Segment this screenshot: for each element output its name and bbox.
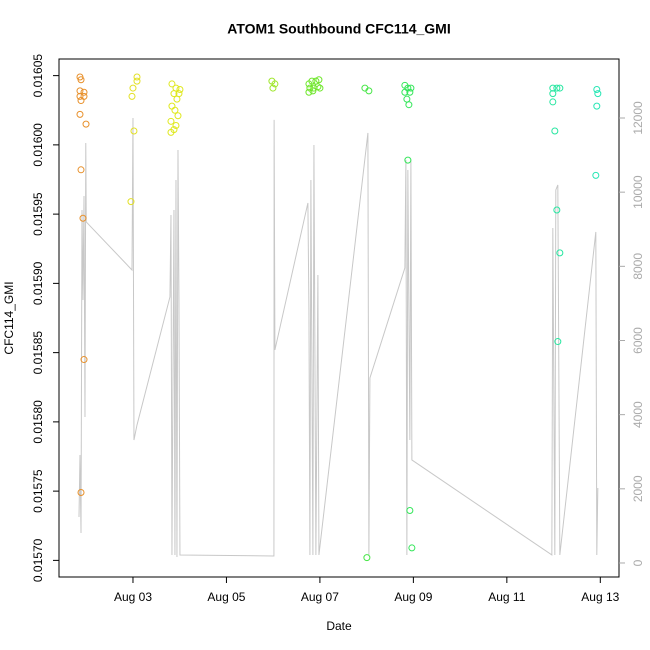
point bbox=[269, 84, 277, 92]
altitude-line bbox=[78, 117, 599, 557]
point bbox=[129, 84, 137, 92]
point bbox=[406, 507, 414, 515]
y2-tick-label: 0 bbox=[631, 559, 645, 566]
x-axis-label: Date bbox=[326, 619, 352, 633]
point bbox=[82, 120, 90, 128]
point bbox=[407, 84, 415, 92]
x-tick-label: Aug 03 bbox=[114, 590, 152, 604]
x-tick-label: Aug 05 bbox=[207, 590, 245, 604]
y-tick-label: 0.01580 bbox=[31, 400, 45, 444]
point bbox=[408, 544, 416, 552]
point bbox=[308, 77, 316, 85]
point bbox=[130, 127, 138, 135]
point bbox=[305, 88, 313, 96]
point bbox=[271, 80, 279, 88]
point bbox=[172, 121, 180, 129]
point bbox=[556, 249, 564, 257]
chart-title: ATOM1 Southbound CFC114_GMI bbox=[227, 21, 451, 37]
y-tick-label: 0.01570 bbox=[31, 538, 45, 582]
y-tick-label: 0.01590 bbox=[31, 261, 45, 305]
point bbox=[77, 166, 85, 174]
x-tick-label: Aug 07 bbox=[301, 590, 339, 604]
point bbox=[80, 356, 88, 364]
point bbox=[80, 88, 88, 96]
point bbox=[593, 85, 601, 93]
y-tick-label: 0.01605 bbox=[31, 54, 45, 98]
point bbox=[593, 102, 601, 110]
point bbox=[549, 98, 557, 106]
point bbox=[77, 97, 85, 105]
point bbox=[170, 90, 178, 98]
y-tick-label: 0.01585 bbox=[31, 331, 45, 375]
point bbox=[315, 76, 323, 84]
point bbox=[556, 84, 564, 92]
point bbox=[553, 206, 561, 214]
y2-tick-label: 10000 bbox=[631, 175, 645, 209]
point bbox=[404, 156, 412, 164]
point bbox=[314, 83, 322, 91]
point bbox=[406, 88, 414, 96]
y2-tick-label: 2000 bbox=[631, 475, 645, 502]
point bbox=[594, 90, 602, 98]
point bbox=[76, 92, 84, 100]
point bbox=[127, 198, 135, 206]
point bbox=[365, 87, 373, 95]
point bbox=[168, 80, 176, 88]
point bbox=[554, 338, 562, 346]
point bbox=[171, 106, 179, 114]
y-axis-label: CFC114_GMI bbox=[2, 281, 16, 354]
point bbox=[128, 92, 136, 100]
point bbox=[363, 554, 371, 562]
point bbox=[551, 127, 559, 135]
point bbox=[167, 117, 175, 125]
point bbox=[405, 101, 413, 109]
y-tick-label: 0.01595 bbox=[31, 192, 45, 236]
y2-tick-label: 4000 bbox=[631, 401, 645, 428]
y2-tick-label: 12000 bbox=[631, 101, 645, 135]
point bbox=[592, 171, 600, 179]
point bbox=[401, 88, 409, 96]
point bbox=[77, 489, 85, 497]
x-tick-label: Aug 09 bbox=[394, 590, 432, 604]
x-tick-label: Aug 11 bbox=[488, 590, 525, 604]
point bbox=[553, 84, 561, 92]
y-tick-label: 0.01575 bbox=[31, 469, 45, 513]
point bbox=[133, 77, 141, 85]
point bbox=[167, 128, 175, 136]
y2-tick-label: 8000 bbox=[631, 253, 645, 280]
point bbox=[176, 85, 184, 93]
point bbox=[174, 112, 182, 120]
y-tick-label: 0.01600 bbox=[31, 123, 45, 167]
x-tick-label: Aug 13 bbox=[581, 590, 619, 604]
point bbox=[79, 214, 87, 222]
point bbox=[76, 110, 84, 118]
point bbox=[173, 95, 181, 103]
point bbox=[133, 73, 141, 81]
plot-frame bbox=[58, 58, 620, 578]
point bbox=[316, 84, 324, 92]
point bbox=[549, 90, 557, 98]
point bbox=[77, 76, 85, 84]
y2-tick-label: 6000 bbox=[631, 327, 645, 354]
point bbox=[309, 87, 317, 95]
